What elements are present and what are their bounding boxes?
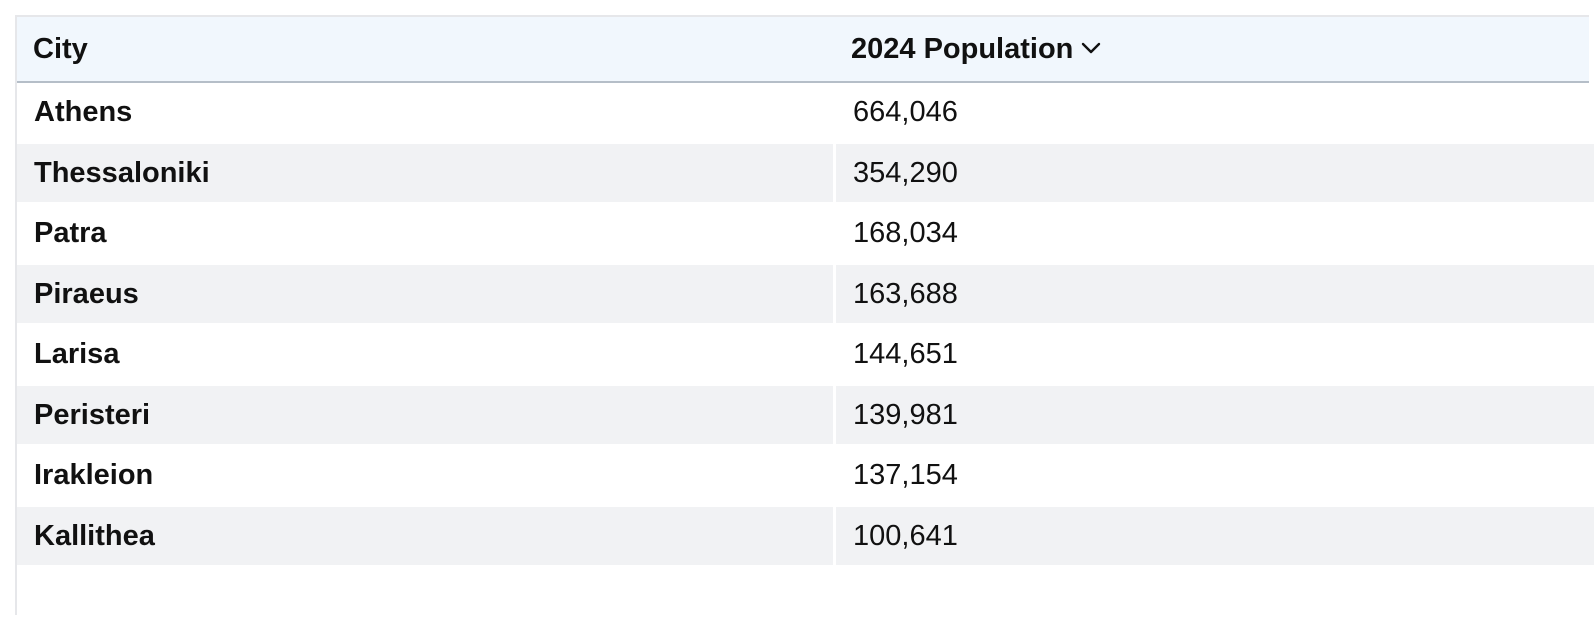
cell-city: Patra <box>17 204 833 262</box>
column-header-city-label: City <box>33 33 88 65</box>
table-row: Irakleion 137,154 <box>17 446 1594 504</box>
cell-city: Thessaloniki <box>17 143 833 202</box>
cell-city: Piraeus <box>17 264 833 323</box>
cell-population: 139,981 <box>836 385 1594 444</box>
cell-population: 168,034 <box>836 204 1594 262</box>
cell-city: Peristeri <box>17 385 833 444</box>
table-header: City 2024 Population <box>17 17 1589 83</box>
table-row: Piraeus 163,688 <box>17 264 1594 323</box>
cell-population: 664,046 <box>836 83 1594 141</box>
table-row: Patra 168,034 <box>17 204 1594 262</box>
cell-population: 100,641 <box>836 506 1594 565</box>
cell-population: 163,688 <box>836 264 1594 323</box>
cell-population: 137,154 <box>836 446 1594 504</box>
population-table: City 2024 Population Athens 664,046 Thessa… <box>15 15 1594 625</box>
cell-city: Kallithea <box>17 506 833 565</box>
chevron-down-icon[interactable] <box>1079 36 1103 60</box>
table-row: Larisa 144,651 <box>17 325 1594 383</box>
cell-population: 354,290 <box>836 143 1594 202</box>
cell-city: Larisa <box>17 325 833 383</box>
cell-population: 144,651 <box>836 325 1594 383</box>
table-row: Thessaloniki 354,290 <box>17 143 1594 202</box>
column-header-population[interactable]: 2024 Population <box>851 17 1103 81</box>
table-row <box>17 567 1594 625</box>
cell-city <box>17 567 833 625</box>
cell-population <box>836 567 1594 625</box>
cell-city: Irakleion <box>17 446 833 504</box>
table-row: Athens 664,046 <box>17 83 1594 141</box>
column-header-population-label: 2024 Population <box>851 33 1074 65</box>
table-row: Peristeri 139,981 <box>17 385 1594 444</box>
column-header-city[interactable]: City <box>33 17 88 81</box>
cell-city: Athens <box>17 83 833 141</box>
table-row: Kallithea 100,641 <box>17 506 1594 565</box>
